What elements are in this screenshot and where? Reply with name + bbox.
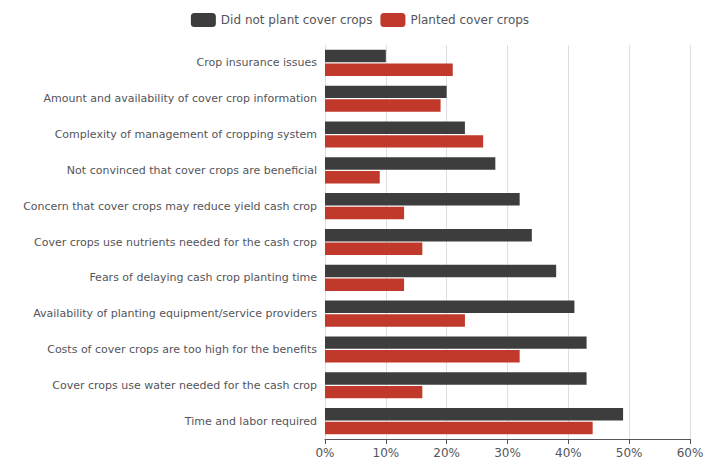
svg-text:30%: 30% (494, 446, 521, 460)
svg-text:Not convinced that cover crops: Not convinced that cover crops are benef… (67, 164, 317, 177)
svg-text:60%: 60% (677, 446, 704, 460)
svg-text:Did not plant cover crops: Did not plant cover crops (221, 13, 373, 27)
svg-text:Time and labor required: Time and labor required (184, 415, 317, 428)
svg-text:Planted cover crops: Planted cover crops (410, 13, 529, 27)
svg-text:Complexity of management of cr: Complexity of management of cropping sys… (55, 128, 317, 141)
svg-text:40%: 40% (555, 446, 582, 460)
svg-text:10%: 10% (372, 446, 399, 460)
svg-text:Fears of delaying cash crop pl: Fears of delaying cash crop planting tim… (89, 271, 317, 284)
svg-text:Costs of cover crops are too h: Costs of cover crops are too high for th… (47, 343, 317, 356)
svg-text:50%: 50% (616, 446, 643, 460)
svg-text:Cover crops use nutrients need: Cover crops use nutrients needed for the… (34, 236, 317, 249)
svg-text:Amount and availability of cov: Amount and availability of cover crop in… (44, 92, 317, 105)
svg-text:20%: 20% (433, 446, 460, 460)
svg-text:Crop insurance issues: Crop insurance issues (197, 56, 318, 69)
svg-text:Availability of planting equip: Availability of planting equipment/servi… (33, 307, 317, 320)
svg-text:Cover crops use water needed f: Cover crops use water needed for the cas… (52, 379, 317, 392)
svg-text:0%: 0% (315, 446, 334, 460)
svg-text:Concern that cover crops may r: Concern that cover crops may reduce yiel… (23, 200, 317, 213)
